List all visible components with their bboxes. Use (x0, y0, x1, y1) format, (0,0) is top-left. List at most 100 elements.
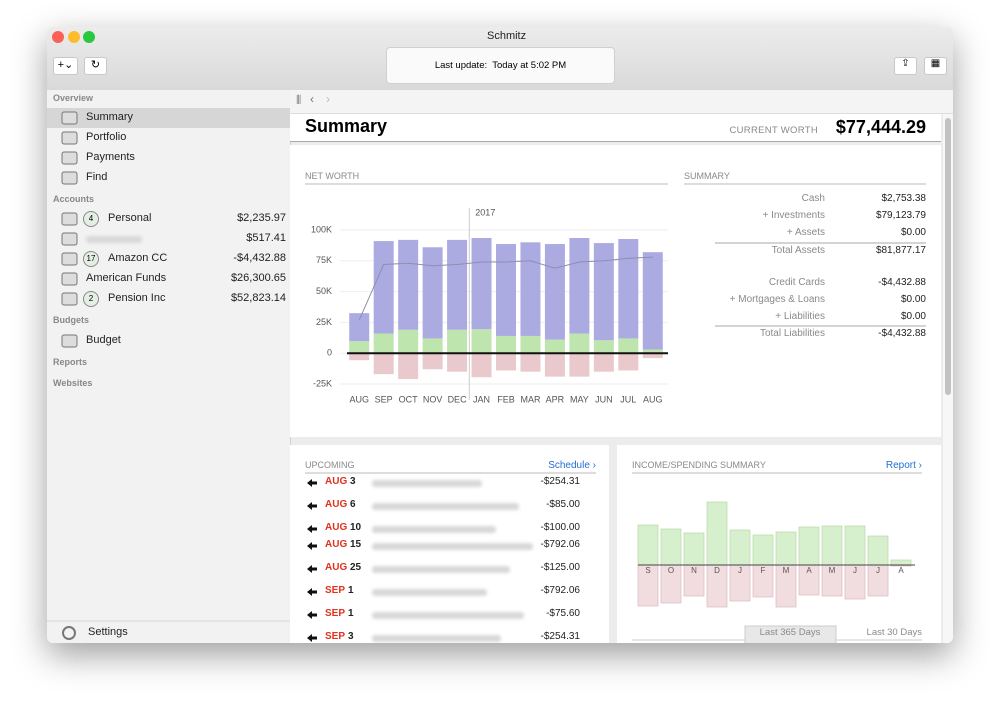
section-heading: Overview (53, 93, 94, 103)
bar-segment (618, 353, 639, 371)
blurred-name (86, 236, 142, 243)
x-tick-label: S (645, 566, 650, 575)
nav-icon (61, 151, 78, 165)
x-tick-label: MAY (570, 394, 589, 404)
calendar-button[interactable]: ▦ (924, 57, 947, 75)
close-button[interactable] (52, 31, 64, 43)
nav-item[interactable]: Find (86, 171, 108, 183)
status-label: Last update: (434, 60, 488, 71)
amount: -$85.00 (546, 499, 580, 510)
account-balance: $2,235.97 (237, 212, 286, 224)
badge-count: 17 (87, 254, 96, 263)
date-month: AUG (325, 476, 348, 487)
date-day: 10 (350, 522, 362, 533)
summary-label: + Assets (786, 227, 825, 238)
bar-segment (422, 338, 443, 354)
x-tick-label: M (783, 566, 790, 575)
y-tick-label: 0 (327, 348, 332, 358)
account-name[interactable]: Amazon CC (108, 252, 168, 264)
date-month: SEP (325, 585, 346, 596)
report-link[interactable]: Report › (885, 460, 922, 471)
bar-segment (569, 333, 590, 354)
back-button[interactable]: ‹ (310, 92, 314, 106)
forward-button[interactable]: › (326, 92, 330, 106)
bar-segment (349, 313, 370, 342)
nav-icon (61, 131, 78, 145)
bar-segment (520, 242, 541, 336)
nav-item[interactable]: Payments (86, 151, 135, 163)
date-month: AUG (325, 539, 348, 550)
scroll-thumb[interactable] (945, 118, 951, 395)
x-tick-label: N (691, 566, 697, 575)
amount: -$254.31 (540, 631, 580, 642)
account-name[interactable]: Personal (108, 212, 152, 224)
current-worth: $77,444.29 (835, 117, 926, 137)
window-title: Schmitz (487, 30, 527, 42)
date-day: 3 (350, 476, 356, 487)
nav-bar: ⦀ ‹ › (290, 90, 953, 114)
nav-item[interactable]: Budget (86, 334, 121, 346)
bar-segment (642, 353, 663, 359)
zoom-button[interactable] (83, 31, 95, 43)
bar-segment (544, 353, 565, 377)
summary-value: $79,123.79 (875, 210, 926, 221)
x-tick-label: JUL (620, 394, 636, 404)
refresh-button[interactable]: ↻ (84, 57, 107, 75)
section-title: SUMMARY (684, 171, 730, 181)
section-title: UPCOMING (305, 460, 355, 470)
summary-label: Total Liabilities (759, 328, 825, 339)
section-heading: Accounts (53, 194, 95, 204)
bar-segment (447, 329, 468, 354)
bar-segment (593, 340, 614, 354)
bar-segment (471, 329, 492, 354)
blurred-payee (372, 612, 524, 619)
tab[interactable]: Last 30 Days (866, 627, 922, 638)
add-button[interactable]: +⌄ (53, 57, 78, 75)
account-name[interactable]: Pension Inc (108, 292, 166, 304)
bar-segment (544, 339, 565, 354)
minimize-button[interactable] (68, 31, 80, 43)
share-button[interactable]: ⇪ (894, 57, 917, 75)
amount: -$792.06 (540, 539, 580, 550)
arrow-icon (307, 565, 317, 573)
x-tick-label: J (876, 566, 880, 575)
account-icon (61, 252, 78, 266)
account-name[interactable]: American Funds (86, 272, 167, 284)
badge-count: 4 (89, 214, 94, 223)
nav-item[interactable]: Summary (86, 111, 134, 123)
x-tick-label: F (761, 566, 766, 575)
bar-segment (520, 353, 541, 372)
amount: -$75.60 (546, 608, 580, 619)
y-tick-label: 25K (316, 317, 332, 327)
blurred-payee (372, 635, 501, 642)
summary-value: $0.00 (900, 311, 926, 322)
section-heading: Budgets (53, 315, 89, 325)
nav-icon (61, 171, 78, 185)
x-tick-label: AUG (643, 394, 663, 404)
account-icon (61, 212, 78, 226)
bar-segment (447, 353, 468, 372)
annotation: 2017 (475, 207, 495, 217)
status-box: Last update: Today at 5:02 PM (386, 47, 615, 84)
arrow-icon (307, 525, 317, 533)
x-tick-label: A (898, 566, 904, 575)
page-title: Summary (305, 116, 388, 136)
blurred-payee (372, 480, 482, 487)
x-tick-label: O (668, 566, 674, 575)
bar-segment (398, 353, 419, 380)
date-month: SEP (325, 631, 346, 642)
nav-item[interactable]: Portfolio (86, 131, 127, 143)
bar-segment (618, 238, 639, 339)
summary-label: + Liabilities (775, 311, 825, 322)
schedule-link[interactable]: Schedule › (548, 460, 596, 471)
badge-count: 2 (89, 294, 94, 303)
overlay: Overview Summary Portfolio Payments Find Acco… (47, 27, 953, 643)
settings[interactable]: Settings (88, 626, 128, 638)
tab[interactable]: Last 365 Days (759, 627, 821, 638)
bar-segment (544, 244, 565, 340)
x-tick-label: APR (546, 394, 565, 404)
bar-segment (569, 353, 590, 377)
y-tick-label: -25K (313, 378, 332, 388)
date-month: AUG (325, 562, 348, 573)
x-tick-label: NOV (423, 394, 443, 404)
